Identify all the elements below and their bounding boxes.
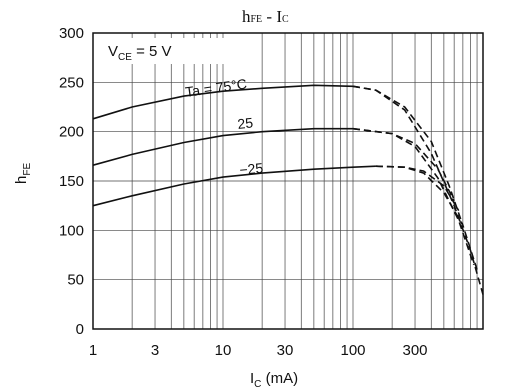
y-tick-label: 300 [59, 25, 84, 42]
x-tick-label: 1 [89, 342, 97, 359]
y-tick-label: 0 [76, 321, 84, 338]
series-line-solid-1 [92, 127, 353, 166]
series-line-dashed-2-1 [375, 165, 460, 212]
series-line-solid-0 [92, 84, 354, 120]
series-line-dashed-1-1 [352, 127, 455, 202]
x-tick-label: 3 [151, 342, 159, 359]
y-axis-label-sub: FE [22, 163, 33, 176]
condition-main: V [108, 43, 118, 60]
x-tick-label: 300 [403, 342, 428, 359]
condition-rest: = 5 V [132, 43, 172, 60]
tick-labels: 1 3 10 30 100 300 0 50 100 150 200 250 300 [59, 25, 428, 359]
series-label-25: 25 [237, 114, 254, 132]
x-axis-label: IC (mA) [250, 370, 298, 390]
x-axis-label-unit: (mA) [261, 370, 298, 387]
x-tick-label: 100 [340, 342, 365, 359]
condition-sub: CE [118, 52, 132, 63]
grid-lines [93, 33, 483, 329]
series-line-dashed-1-0 [352, 127, 475, 266]
series-line-dashed-0-1 [352, 85, 464, 226]
series-label-minus25: −25 [239, 160, 265, 178]
x-tick-label: 30 [277, 342, 294, 359]
series-line-dashed-0-0 [352, 85, 484, 295]
x-tick-label: 10 [215, 342, 232, 359]
chart-title-sub2: C [282, 14, 289, 25]
x-axis-label-main: I [250, 370, 254, 387]
y-tick-label: 250 [59, 74, 84, 91]
y-axis-label-main: h [13, 176, 30, 184]
y-tick-label: 200 [59, 124, 84, 141]
x-axis-label-sub: C [254, 379, 261, 390]
condition-box-bg [98, 38, 228, 64]
y-tick-label: 50 [67, 272, 84, 289]
chart-title: hFE - IC [242, 7, 289, 26]
series-line-solid-2 [92, 165, 376, 207]
y-tick-label: 100 [59, 222, 84, 239]
series-label-75: Ta = 75°C [184, 75, 248, 99]
chart-title-main: h [242, 7, 251, 26]
y-tick-label: 150 [59, 173, 84, 190]
chart-title-rest: - I [262, 7, 282, 26]
series-lines [92, 84, 484, 295]
series-line-dashed-2-0 [375, 165, 478, 271]
plot-frame [92, 32, 484, 330]
condition-label: VCE = 5 V [108, 43, 172, 63]
chart-title-sub: FE [251, 14, 263, 25]
y-axis-label: hFE [13, 163, 33, 184]
